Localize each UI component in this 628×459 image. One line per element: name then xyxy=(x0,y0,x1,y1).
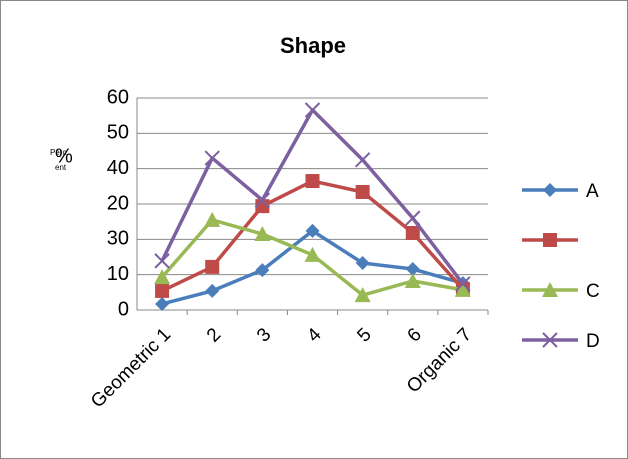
marker xyxy=(355,256,370,271)
legend-label: D xyxy=(586,331,600,352)
marker xyxy=(305,174,320,189)
marker xyxy=(205,259,220,274)
marker xyxy=(204,211,221,227)
marker xyxy=(304,102,321,118)
y-tick-label: 50 xyxy=(107,122,129,144)
y-tick-label: 0 xyxy=(118,298,129,320)
y-axis-label: ent xyxy=(55,163,67,172)
marker xyxy=(405,210,421,226)
y-axis-label: % xyxy=(55,145,73,167)
legend-label: A xyxy=(586,181,599,202)
marker xyxy=(305,223,320,238)
legend-marker xyxy=(543,233,557,247)
y-tick-label: 20 xyxy=(107,192,129,214)
marker xyxy=(355,184,370,199)
legend-marker xyxy=(542,332,558,348)
marker xyxy=(405,225,420,240)
y-tick-label: 40 xyxy=(107,157,129,179)
marker xyxy=(205,283,220,298)
y-tick-label: 10 xyxy=(107,263,129,285)
marker xyxy=(254,226,271,242)
marker xyxy=(405,262,420,277)
marker xyxy=(404,273,421,289)
y-axis-label: Perc xyxy=(50,148,66,157)
legend-marker xyxy=(542,282,558,297)
marker xyxy=(354,287,371,303)
y-tick-label: 60 xyxy=(107,86,129,108)
marker xyxy=(154,269,171,285)
marker xyxy=(254,192,271,208)
marker xyxy=(204,150,220,166)
marker xyxy=(255,263,270,278)
legend-marker xyxy=(543,183,557,197)
legend-label: C xyxy=(586,281,600,302)
marker xyxy=(304,246,321,262)
marker xyxy=(155,283,170,298)
marker xyxy=(455,276,471,292)
marker xyxy=(354,152,371,168)
chart-title: Shape xyxy=(280,33,346,58)
marker xyxy=(155,296,170,311)
marker xyxy=(154,253,170,269)
marker xyxy=(454,281,471,297)
y-tick-label: 30 xyxy=(107,228,129,250)
